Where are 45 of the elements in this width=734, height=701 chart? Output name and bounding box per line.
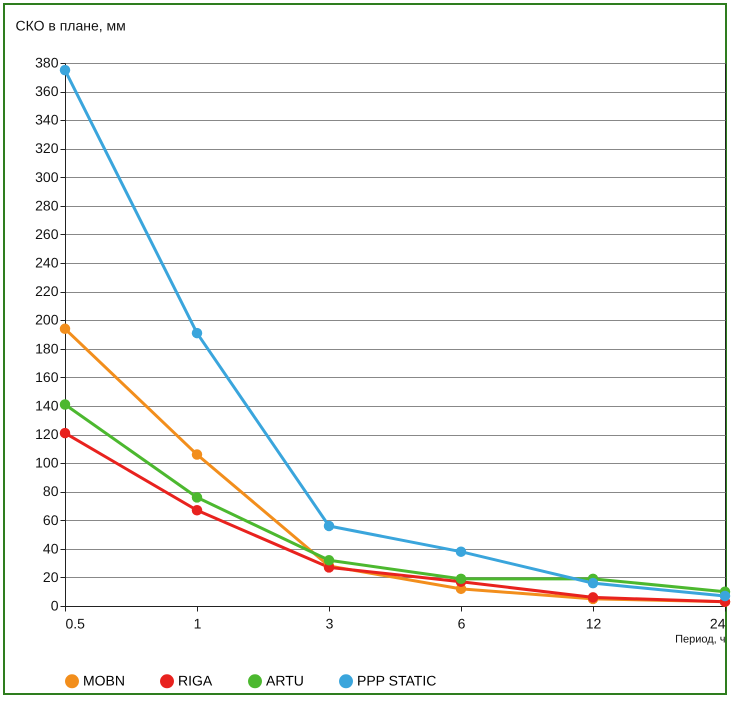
- y-tick-label: 100: [35, 454, 59, 471]
- y-tick-label: 200: [35, 312, 59, 328]
- y-tick-label: 120: [35, 426, 59, 442]
- y-tick-label: 0: [50, 598, 59, 614]
- y-tick-label: 300: [35, 168, 59, 185]
- y-tick-label: 80: [42, 483, 59, 500]
- y-tick-label: 380: [35, 54, 59, 70]
- point: [192, 449, 202, 460]
- point: [192, 492, 202, 503]
- y-tick-label: 340: [35, 112, 59, 128]
- legend-label: ARTU: [266, 672, 304, 688]
- x-tick-label: 12: [586, 616, 602, 632]
- legend-label: RIGA: [178, 672, 213, 688]
- y-tick-label: 140: [35, 397, 59, 414]
- y-tick-label: 20: [42, 568, 59, 585]
- y-tick-label: 180: [35, 340, 59, 356]
- y-tick-label: 40: [42, 540, 59, 556]
- y-tick-label: 60: [42, 512, 59, 528]
- legend-label: MOBN: [83, 672, 125, 688]
- y-axis-title: СКО в плане, мм: [16, 18, 126, 34]
- point: [60, 64, 70, 76]
- y-tick-label: 220: [35, 283, 59, 300]
- x-tick-label: 1: [194, 616, 202, 632]
- x-tick-label: 3: [326, 616, 334, 632]
- y-tick-label: 160: [35, 368, 59, 385]
- point: [720, 590, 730, 602]
- point: [192, 328, 202, 338]
- y-tick-label: 280: [35, 197, 59, 214]
- y-tick-label: 360: [35, 83, 59, 100]
- y-tick-label: 260: [35, 226, 59, 242]
- y-tick-label: 320: [35, 140, 59, 156]
- y-tick-label: 240: [35, 254, 59, 271]
- point: [324, 520, 334, 532]
- point: [60, 324, 70, 334]
- legend-label: PPP STATIC: [357, 672, 436, 688]
- x-tick-label: 0.5: [66, 616, 86, 632]
- point: [192, 505, 202, 516]
- x-tick-label: 6: [458, 616, 466, 632]
- point: [324, 555, 334, 566]
- point: [60, 399, 70, 410]
- point: [456, 546, 466, 557]
- point: [60, 428, 70, 438]
- point: [588, 578, 598, 588]
- x-axis-title: Период, ч: [675, 634, 726, 646]
- point: [456, 574, 466, 584]
